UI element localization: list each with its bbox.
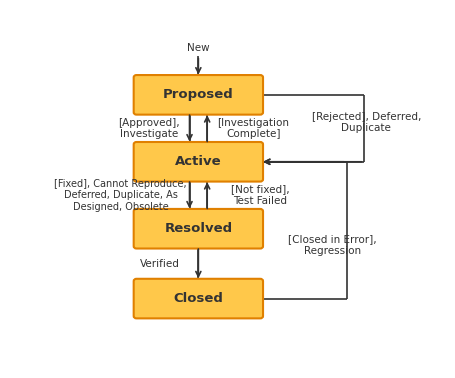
Text: [Investigation
Complete]: [Investigation Complete] bbox=[217, 118, 288, 139]
Text: Resolved: Resolved bbox=[164, 222, 232, 235]
Text: [Fixed], Cannot Reproduce,
Deferred, Duplicate, As
Designed, Obsolete: [Fixed], Cannot Reproduce, Deferred, Dup… bbox=[54, 179, 187, 212]
Text: Active: Active bbox=[175, 155, 221, 168]
FancyBboxPatch shape bbox=[133, 142, 263, 181]
Text: [Approved],
Investigate: [Approved], Investigate bbox=[118, 118, 179, 139]
Text: [Not fixed],
Test Failed: [Not fixed], Test Failed bbox=[230, 184, 289, 206]
Text: [Rejected], Deferred,
Duplicate: [Rejected], Deferred, Duplicate bbox=[311, 112, 420, 133]
Text: New: New bbox=[187, 43, 209, 53]
FancyBboxPatch shape bbox=[133, 209, 263, 248]
Text: Closed: Closed bbox=[173, 292, 223, 305]
Text: Proposed: Proposed bbox=[162, 88, 233, 101]
FancyBboxPatch shape bbox=[133, 279, 263, 318]
Text: Verified: Verified bbox=[139, 259, 179, 269]
Text: [Closed in Error],
Regression: [Closed in Error], Regression bbox=[288, 234, 376, 256]
FancyBboxPatch shape bbox=[133, 75, 263, 115]
